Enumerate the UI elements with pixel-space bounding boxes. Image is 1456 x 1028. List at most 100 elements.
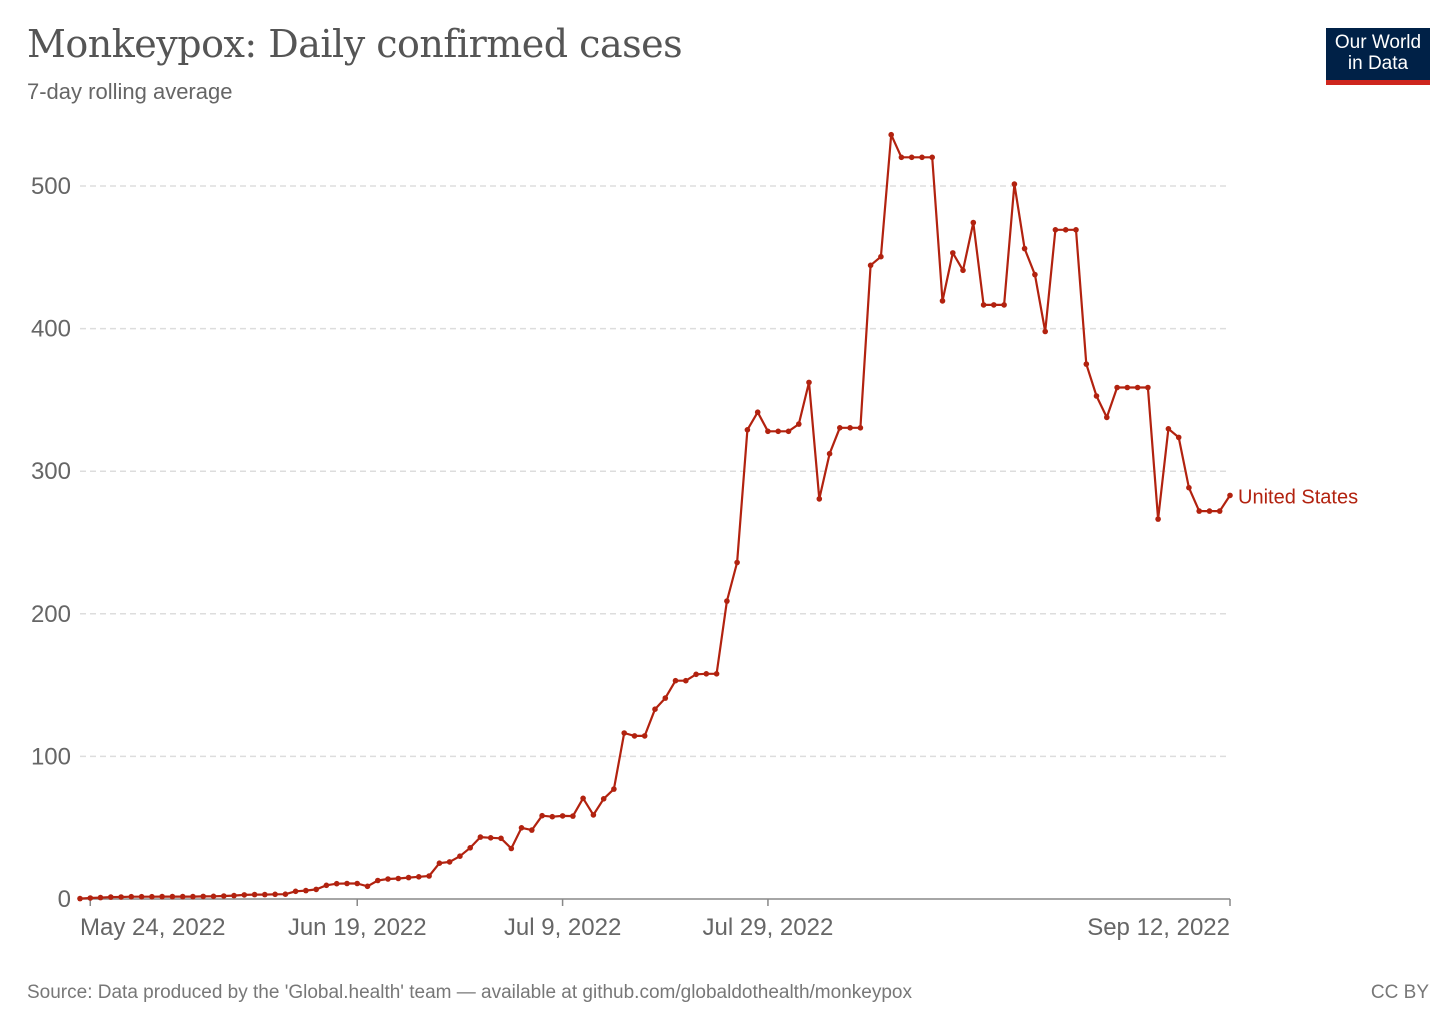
data-point[interactable] [118,894,124,900]
data-point[interactable] [1042,328,1048,335]
data-point[interactable] [87,895,94,901]
data-point[interactable] [272,891,278,898]
data-point[interactable] [1206,508,1213,514]
data-point[interactable] [77,895,83,902]
data-point[interactable] [713,671,720,677]
data-point[interactable] [826,450,833,457]
data-point[interactable] [364,883,371,890]
data-point[interactable] [991,302,997,308]
data-point[interactable] [1073,227,1079,233]
data-point[interactable] [693,671,699,678]
data-point[interactable] [251,891,258,898]
data-point[interactable] [231,892,237,899]
data-point[interactable] [754,409,761,416]
data-point[interactable] [1216,508,1223,514]
data-point[interactable] [734,559,740,566]
data-point[interactable] [672,677,679,684]
data-point[interactable] [159,893,165,900]
data-point[interactable] [169,893,176,900]
data-point[interactable] [282,891,289,897]
data-point[interactable] [262,891,268,898]
data-point[interactable] [529,827,535,833]
data-point[interactable] [1032,271,1038,278]
data-point[interactable] [1134,384,1141,391]
data-point[interactable] [200,893,206,900]
data-point[interactable] [1165,426,1172,432]
data-point[interactable] [1155,516,1161,522]
data-point[interactable] [929,154,935,161]
data-point[interactable] [724,598,730,604]
owid-logo[interactable]: Our World in Data [1326,28,1430,85]
data-point[interactable] [631,733,638,739]
data-point[interactable] [108,894,114,900]
data-point[interactable] [980,302,987,308]
data-point[interactable] [539,812,545,819]
data-point[interactable] [600,796,607,802]
data-point[interactable] [323,882,330,889]
data-point[interactable] [1062,227,1069,233]
data-point[interactable] [1124,384,1131,391]
data-point[interactable] [1001,302,1007,308]
data-point[interactable] [703,671,710,677]
data-point[interactable] [97,894,104,901]
data-point[interactable] [549,813,556,820]
data-point[interactable] [354,880,361,887]
data-point[interactable] [303,887,309,894]
data-point[interactable] [1104,414,1110,421]
data-point[interactable] [590,812,597,818]
data-point[interactable] [1227,492,1233,499]
data-point[interactable] [498,835,504,842]
data-point[interactable] [313,886,320,893]
data-point[interactable] [1093,393,1100,399]
data-point[interactable] [744,427,751,433]
data-point[interactable] [621,730,627,736]
data-point[interactable] [477,834,484,840]
data-point[interactable] [641,733,648,739]
data-point[interactable] [487,835,494,841]
data-point[interactable] [385,876,391,882]
data-point[interactable] [775,428,781,435]
data-point[interactable] [837,425,843,431]
license-label[interactable]: CC BY [1370,982,1429,1003]
data-point[interactable] [179,893,186,900]
data-point[interactable] [1145,384,1151,391]
data-point[interactable] [878,253,884,260]
data-point[interactable] [292,888,299,895]
data-point[interactable] [1175,434,1182,441]
data-point[interactable] [950,250,956,256]
data-point[interactable] [344,880,350,887]
data-point[interactable] [1196,508,1202,514]
data-point[interactable] [611,786,617,792]
data-point[interactable] [816,496,823,502]
data-point[interactable] [375,877,381,884]
data-point[interactable] [221,893,227,899]
data-point[interactable] [333,880,340,887]
data-point[interactable] [190,893,196,900]
data-point[interactable] [867,262,874,269]
data-point[interactable] [457,853,463,859]
data-point[interactable] [128,893,135,900]
data-point[interactable] [796,421,802,427]
data-point[interactable] [806,379,812,386]
data-point[interactable] [416,874,422,880]
data-point[interactable] [765,428,771,435]
data-point[interactable] [908,154,915,161]
data-point[interactable] [1186,484,1192,491]
data-point[interactable] [785,428,792,435]
data-point[interactable] [467,845,474,851]
data-point[interactable] [559,813,566,819]
data-point[interactable] [149,893,155,900]
data-point[interactable] [919,154,925,161]
data-point[interactable] [847,425,853,431]
data-point[interactable] [570,813,576,819]
data-point[interactable] [662,695,669,701]
data-point[interactable] [652,706,658,712]
data-point[interactable] [857,425,864,431]
data-point[interactable] [1114,384,1120,391]
data-point[interactable] [898,154,905,161]
data-point[interactable] [210,893,217,900]
data-point[interactable] [1021,245,1028,252]
data-point[interactable] [395,875,402,882]
data-point[interactable] [970,219,977,226]
data-point[interactable] [1011,181,1018,187]
